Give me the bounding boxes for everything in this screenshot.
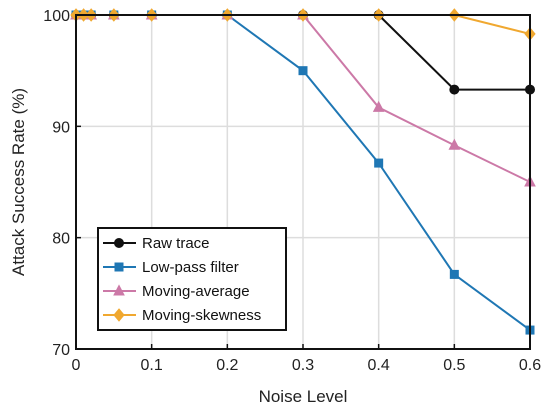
x-tick-label: 0.1	[141, 357, 163, 374]
x-tick-label: 0.2	[216, 357, 238, 374]
y-tick-label: 70	[52, 342, 70, 359]
y-tick-label: 100	[43, 8, 70, 25]
x-tick-label: 0.5	[443, 357, 465, 374]
legend-label: Moving-average	[142, 283, 250, 300]
data-point	[449, 84, 460, 95]
data-point	[448, 138, 461, 150]
x-tick-label: 0.4	[368, 357, 390, 374]
legend-marker	[113, 308, 125, 322]
x-tick-label: 0.3	[292, 357, 314, 374]
legend-marker	[114, 238, 124, 248]
legend-label: Raw trace	[142, 235, 210, 252]
legend: Raw trace Low-pass filter Moving-average Mo…	[97, 227, 287, 331]
legend-marker	[114, 262, 124, 272]
data-point	[298, 66, 308, 76]
data-point	[374, 158, 384, 168]
x-axis-title: Noise Level	[259, 387, 348, 406]
x-tick-label: 0.6	[519, 357, 541, 374]
legend-label: Moving-skewness	[142, 307, 261, 324]
y-axis-title: Attack Success Rate (%)	[9, 88, 28, 276]
axis-ticks: 0 0.1 0.2 0.3 0.4 0.5 0.6 70 80 90 100	[43, 8, 541, 374]
x-tick-label: 0	[72, 357, 81, 374]
legend-marker	[113, 284, 125, 296]
y-tick-label: 80	[52, 231, 70, 248]
y-tick-label: 90	[52, 119, 70, 136]
legend-label: Low-pass filter	[142, 259, 239, 276]
legend-box	[97, 227, 287, 331]
data-point	[449, 269, 459, 279]
data-point	[372, 100, 385, 112]
